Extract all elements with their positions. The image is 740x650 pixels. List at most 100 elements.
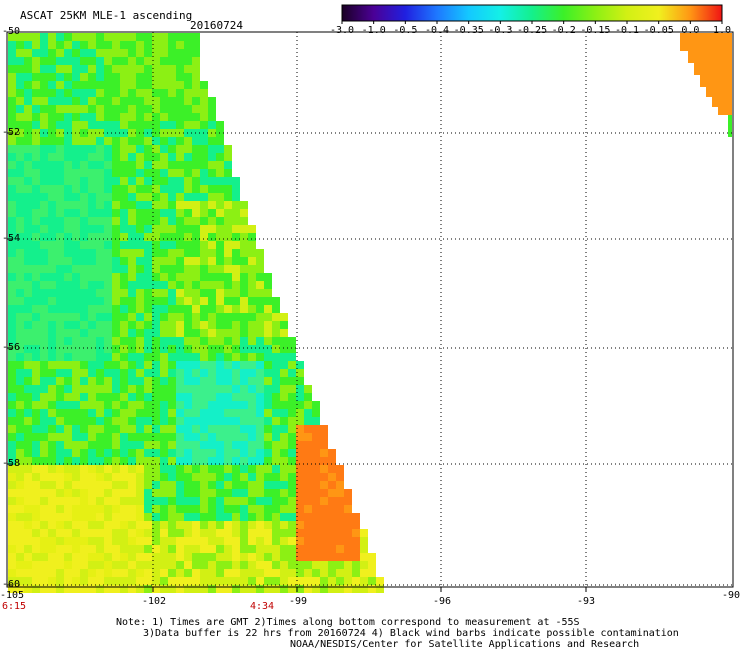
data-pixel (176, 209, 184, 217)
data-pixel (168, 257, 176, 265)
data-pixel (32, 161, 40, 169)
data-pixel (136, 313, 144, 321)
data-pixel (144, 305, 152, 313)
data-pixel (160, 289, 168, 297)
data-pixel (104, 249, 112, 257)
data-pixel (24, 257, 32, 265)
data-pixel (232, 313, 240, 321)
data-pixel (16, 33, 24, 41)
data-pixel (32, 73, 40, 81)
data-pixel (224, 569, 232, 577)
data-pixel (88, 193, 96, 201)
data-pixel (104, 337, 112, 345)
data-pixel (168, 57, 176, 65)
data-pixel (152, 185, 160, 193)
data-pixel (288, 513, 296, 521)
data-pixel (184, 145, 192, 153)
data-pixel (16, 569, 24, 577)
data-pixel (112, 313, 120, 321)
data-pixel (64, 289, 72, 297)
data-pixel (248, 369, 256, 377)
data-pixel (32, 521, 40, 529)
data-pixel (24, 49, 32, 57)
data-pixel (208, 505, 216, 513)
data-pixel (120, 305, 128, 313)
data-pixel (40, 169, 48, 177)
data-pixel (104, 481, 112, 489)
data-pixel (168, 441, 176, 449)
data-pixel (40, 521, 48, 529)
data-pixel (208, 225, 216, 233)
data-pixel (40, 241, 48, 249)
data-pixel (256, 345, 264, 353)
data-pixel (216, 465, 224, 473)
data-pixel (56, 65, 64, 73)
data-pixel (240, 489, 248, 497)
data-pixel (56, 585, 64, 593)
data-pixel (128, 233, 136, 241)
data-pixel (144, 241, 152, 249)
data-pixel (40, 353, 48, 361)
data-pixel (200, 521, 208, 529)
data-pixel (48, 225, 56, 233)
data-pixel (32, 489, 40, 497)
data-pixel (96, 305, 104, 313)
data-pixel (96, 33, 104, 41)
data-pixel (56, 337, 64, 345)
data-pixel (184, 353, 192, 361)
data-pixel (120, 273, 128, 281)
data-pixel (184, 185, 192, 193)
data-pixel (128, 393, 136, 401)
data-pixel (168, 105, 176, 113)
data-pixel (144, 577, 152, 585)
data-pixel (280, 377, 288, 385)
data-pixel (128, 137, 136, 145)
data-pixel (168, 345, 176, 353)
data-pixel (120, 345, 128, 353)
data-pixel (8, 289, 16, 297)
data-pixel (56, 201, 64, 209)
data-pixel (16, 193, 24, 201)
data-pixel (64, 33, 72, 41)
data-pixel (96, 577, 104, 585)
data-pixel (216, 329, 224, 337)
data-pixel (120, 65, 128, 73)
data-pixel (272, 505, 280, 513)
data-pixel (208, 585, 216, 593)
data-pixel (56, 449, 64, 457)
data-pixel (120, 505, 128, 513)
data-pixel (96, 89, 104, 97)
data-pixel (56, 281, 64, 289)
data-pixel (112, 569, 120, 577)
data-pixel (144, 201, 152, 209)
data-pixel (304, 529, 312, 537)
data-pixel (256, 505, 264, 513)
data-pixel (16, 281, 24, 289)
data-pixel (64, 169, 72, 177)
data-pixel (288, 545, 296, 553)
data-pixel (120, 33, 128, 41)
data-pixel (160, 217, 168, 225)
data-pixel (168, 425, 176, 433)
data-pixel (104, 409, 112, 417)
data-pixel (264, 361, 272, 369)
data-pixel (184, 265, 192, 273)
data-pixel (264, 521, 272, 529)
data-pixel (64, 89, 72, 97)
data-pixel (344, 529, 352, 537)
data-pixel (144, 441, 152, 449)
data-pixel (296, 569, 304, 577)
data-pixel (24, 121, 32, 129)
data-pixel (160, 193, 168, 201)
data-pixel (216, 561, 224, 569)
data-pixel (128, 433, 136, 441)
data-pixel (344, 577, 352, 585)
data-pixel (280, 457, 288, 465)
data-pixel (128, 361, 136, 369)
data-pixel (240, 545, 248, 553)
data-pixel (280, 465, 288, 473)
data-pixel (72, 201, 80, 209)
data-pixel (24, 521, 32, 529)
data-pixel (192, 449, 200, 457)
data-pixel (256, 257, 264, 265)
